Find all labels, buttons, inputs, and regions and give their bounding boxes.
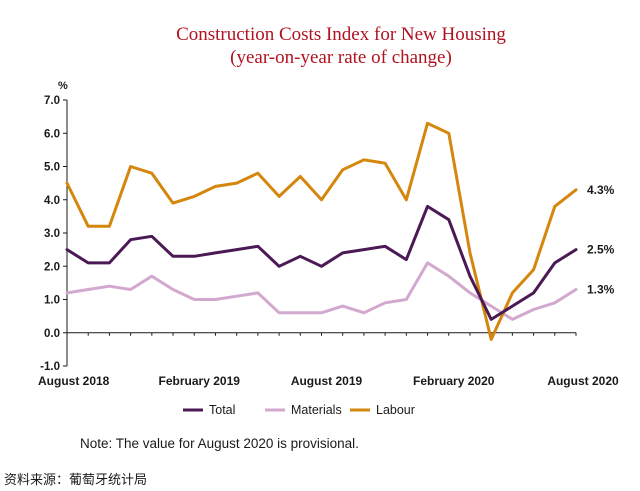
end-label-total: 2.5% [587, 243, 615, 257]
x-tick-label: August 2018 [38, 374, 110, 388]
legend: Total Materials Labour [183, 403, 415, 417]
chart-subtitle: (year-on-year rate of change) [230, 47, 452, 68]
y-tick-label: 7.0 [44, 95, 60, 107]
y-tick-label: 0.0 [44, 328, 60, 340]
axes [66, 100, 576, 366]
x-axis-ticks: August 2018 February 2019 August 2019 Febru… [38, 332, 619, 388]
end-label-labour: 4.3% [587, 183, 615, 197]
y-tick-label: 3.0 [44, 228, 60, 240]
y-tick-label: 5.0 [44, 162, 60, 174]
series-line-labour [65, 121, 578, 341]
chart-title: Construction Costs Index for New Housing [176, 24, 506, 45]
series-line-materials [65, 261, 578, 321]
y-axis-ticks: 7.0 6.0 5.0 4.0 3.0 2.0 1.0 0.0 -1.0 [40, 95, 67, 373]
y-tick-label: 1.0 [44, 295, 60, 307]
end-labels: 2.5% 1.3% 4.3% [587, 183, 615, 297]
source-text: 资料来源：葡萄牙统计局 [4, 472, 147, 487]
series-lines [65, 121, 578, 341]
y-tick-label: 6.0 [44, 128, 60, 140]
x-tick-label: August 2020 [547, 374, 619, 388]
note-text: Note: The value for August 2020 is provi… [80, 436, 359, 451]
y-tick-label: 2.0 [44, 261, 60, 273]
y-tick-label: -1.0 [40, 361, 60, 373]
x-tick-label: February 2019 [159, 374, 241, 388]
x-tick-label: February 2020 [413, 374, 495, 388]
x-tick-label: August 2019 [291, 374, 363, 388]
end-label-materials: 1.3% [587, 283, 615, 297]
y-axis-unit: % [58, 80, 68, 92]
series-line-total [65, 204, 578, 321]
legend-label-materials: Materials [291, 403, 342, 417]
legend-label-total: Total [209, 403, 235, 417]
y-tick-label: 4.0 [44, 195, 60, 207]
legend-label-labour: Labour [376, 403, 415, 417]
